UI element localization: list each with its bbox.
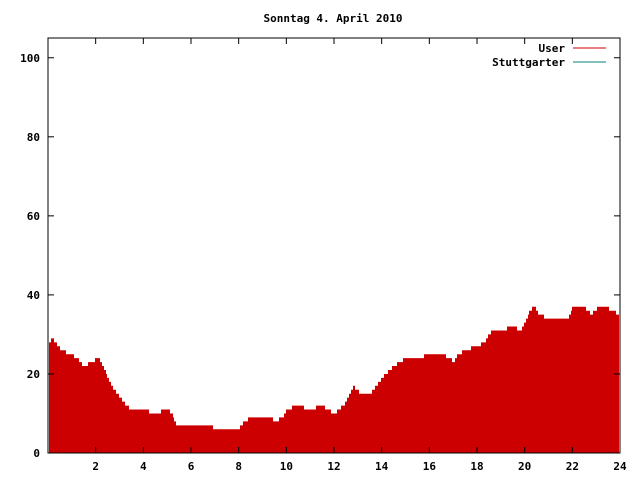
y-axis: 0 20 40 60 80 100 — [20, 52, 620, 460]
x-tick-label: 22 — [566, 460, 579, 473]
x-tick-label: 24 — [613, 460, 627, 473]
y-tick-label: 100 — [20, 52, 40, 65]
y-tick-label: 60 — [27, 210, 40, 223]
x-tick-label: 10 — [280, 460, 293, 473]
x-tick-label: 12 — [327, 460, 340, 473]
legend: User Stuttgarter — [492, 42, 606, 69]
y-tick-label: 40 — [27, 289, 40, 302]
x-tick-label: 6 — [188, 460, 195, 473]
legend-label-user: User — [539, 42, 566, 55]
x-tick-label: 20 — [518, 460, 531, 473]
chart-title: Sonntag 4. April 2010 — [263, 12, 402, 25]
x-tick-label: 2 — [92, 460, 99, 473]
y-tick-label: 80 — [27, 131, 40, 144]
x-tick-label: 4 — [140, 460, 147, 473]
x-tick-label: 16 — [423, 460, 437, 473]
x-tick-label: 14 — [375, 460, 389, 473]
x-axis: 2 4 6 8 10 12 14 16 18 20 22 24 — [92, 38, 627, 473]
legend-label-stuttgarter: Stuttgarter — [492, 56, 565, 69]
y-tick-label: 20 — [27, 368, 40, 381]
x-tick-label: 18 — [470, 460, 483, 473]
bar-group — [49, 306, 619, 453]
y-tick-label: 0 — [33, 447, 40, 460]
x-tick-label: 8 — [235, 460, 242, 473]
